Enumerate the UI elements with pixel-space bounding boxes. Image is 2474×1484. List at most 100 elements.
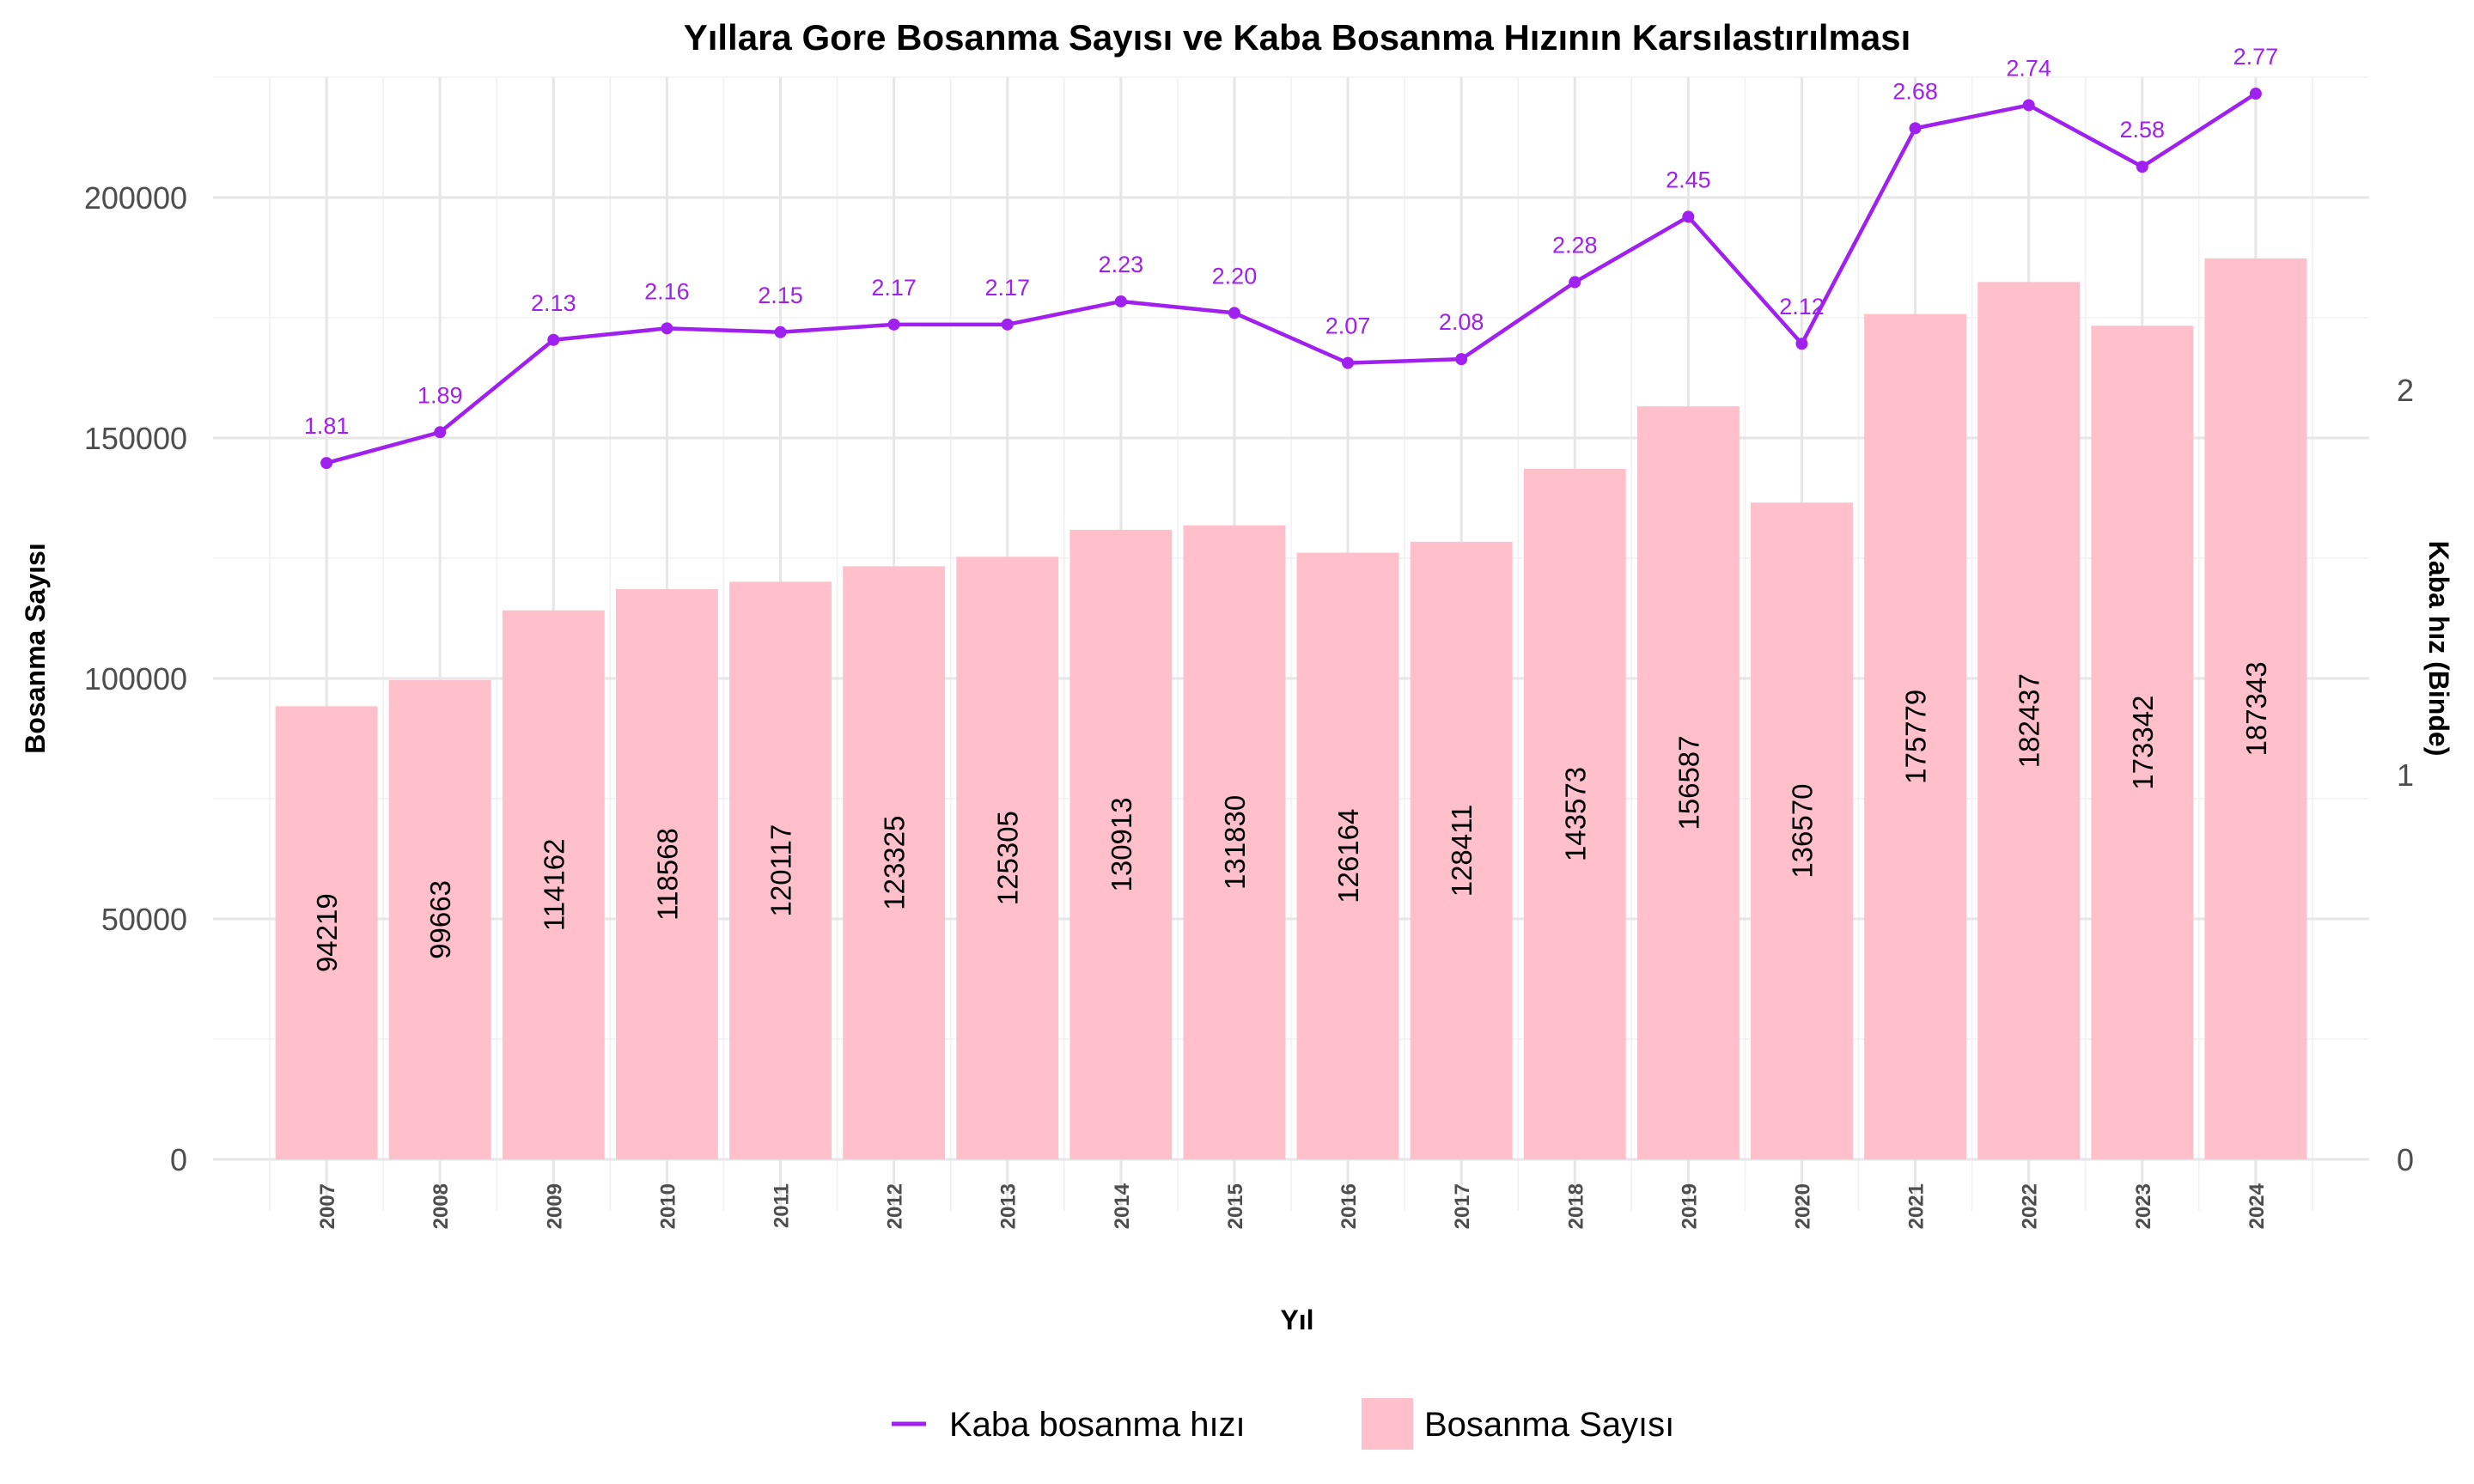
- rate-value-label: 1.81: [304, 413, 350, 439]
- rate-line-layer: [320, 88, 2262, 470]
- rate-point: [434, 426, 447, 439]
- rate-line: [326, 92, 2258, 465]
- rate-value-label: 2.77: [2233, 44, 2279, 70]
- bar: [275, 706, 378, 1159]
- y-tick-label-left: 150000: [84, 421, 187, 456]
- y-axis-title-right: Kaba hız (Binde): [2423, 541, 2454, 757]
- bar-value-label: 173342: [2127, 696, 2159, 790]
- rate-value-label: 2.16: [644, 278, 690, 304]
- bar: [1977, 282, 2081, 1160]
- bar: [1864, 313, 1967, 1160]
- rate-point: [1682, 210, 1695, 223]
- rate-value-label: 2.17: [984, 275, 1030, 301]
- y-tick-label-right: 0: [2397, 1142, 2414, 1177]
- bar-value-label: 118568: [651, 828, 683, 921]
- x-axis-ticks: 2007 2008 2009 2010 2011 2012 2013 2014 2015 2016…: [316, 1183, 2269, 1229]
- bar: [1069, 529, 1173, 1159]
- y-tick-label-left: 200000: [84, 180, 187, 216]
- rate-value-label: 2.28: [1552, 233, 1598, 258]
- rate-value-label: 2.12: [1779, 294, 1825, 319]
- rate-value-label: 2.74: [2006, 55, 2051, 81]
- bar-value-label: 120117: [765, 824, 797, 917]
- x-tick-label: 2008: [430, 1183, 453, 1229]
- rate-value-label: 2.68: [1892, 78, 1938, 104]
- y-tick-label-left: 50000: [101, 902, 187, 937]
- bar: [729, 581, 832, 1159]
- rate-point: [1569, 276, 1581, 289]
- rate-point: [320, 457, 333, 470]
- rate-value-label: 2.08: [1439, 309, 1484, 335]
- bar-value-label: 136570: [1786, 784, 1818, 879]
- rate-point: [774, 325, 787, 338]
- x-tick-label: 2016: [1338, 1183, 1361, 1229]
- x-tick-label: 2012: [884, 1183, 907, 1229]
- x-tick-label: 2021: [1905, 1183, 1929, 1229]
- bars: [275, 258, 2307, 1160]
- bar-value-label: 99663: [424, 880, 456, 959]
- rate-value-label: 2.45: [1666, 167, 1711, 192]
- legend-label-rate: Kaba bosanma hızı: [949, 1406, 1246, 1444]
- bar: [1410, 541, 1513, 1159]
- legend: Kaba bosanma hızı Bosanma Sayısı: [892, 1398, 1674, 1450]
- rate-value-labels: 1.81 1.89 2.13 2.16 2.15 2.17 2.17 2.23 2.20 2.07…: [304, 44, 2278, 439]
- rate-point: [661, 322, 673, 335]
- x-tick-label: 2017: [1451, 1183, 1474, 1229]
- bar: [1751, 502, 1853, 1159]
- rate-value-label: 2.20: [1212, 263, 1258, 289]
- bar-value-label: 156587: [1673, 735, 1704, 830]
- x-tick-label: 2023: [2132, 1183, 2155, 1229]
- rate-point: [1342, 356, 1355, 369]
- rate-value-label: 2.23: [1099, 252, 1144, 277]
- bar-value-label: 131830: [1219, 795, 1251, 890]
- bar: [1636, 406, 1740, 1159]
- bar: [1183, 525, 1286, 1159]
- rate-point: [1795, 338, 1808, 350]
- x-tick-label: 2009: [543, 1183, 566, 1229]
- rate-point: [1228, 307, 1240, 319]
- y-tick-label-left: 0: [170, 1142, 187, 1177]
- bar: [502, 610, 605, 1159]
- x-tick-label: 2020: [1791, 1183, 1814, 1229]
- bar: [2204, 258, 2307, 1160]
- bar-value-label: 175779: [1900, 690, 1932, 784]
- legend-label-count: Bosanma Sayısı: [1424, 1406, 1674, 1444]
- rate-point: [1114, 295, 1127, 307]
- bar-value-label: 125305: [992, 811, 1024, 905]
- y-axis-title-left: Bosanma Sayısı: [20, 543, 51, 753]
- rate-value-label: 2.17: [871, 275, 917, 301]
- x-tick-label: 2010: [656, 1183, 679, 1229]
- x-tick-label: 2007: [316, 1183, 339, 1229]
- rate-value-label: 2.15: [758, 283, 803, 308]
- rate-value-label: 1.89: [417, 382, 463, 408]
- x-tick-label: 2019: [1678, 1183, 1701, 1229]
- rate-point: [2022, 99, 2035, 112]
- rate-value-label: 2.13: [531, 290, 576, 316]
- x-tick-label: 2013: [997, 1183, 1021, 1229]
- x-tick-label: 2015: [1224, 1183, 1247, 1229]
- bar-value-label: 126164: [1332, 809, 1364, 903]
- rate-value-label: 2.58: [2120, 117, 2166, 143]
- rate-point: [547, 333, 560, 346]
- x-tick-label: 2022: [2019, 1183, 2042, 1229]
- rate-point: [887, 318, 900, 331]
- x-tick-label: 2018: [1564, 1183, 1587, 1229]
- x-tick-label: 2024: [2245, 1183, 2269, 1229]
- bar-value-label: 94219: [311, 893, 343, 972]
- rate-point: [2136, 161, 2148, 173]
- bar: [388, 679, 491, 1159]
- chart-title: Yıllara Gore Bosanma Sayısı ve Kaba Bosa…: [684, 17, 1911, 58]
- rate-point: [1001, 318, 1014, 331]
- y-tick-label-left: 100000: [84, 661, 187, 696]
- y-tick-label-right: 2: [2397, 373, 2414, 408]
- bar-value-labels: 94219 99663 114162 118568 120117 123325 125305…: [311, 661, 2272, 972]
- bar: [1523, 468, 1626, 1159]
- bar-value-label: 187343: [2240, 661, 2272, 756]
- bar: [843, 566, 946, 1159]
- legend-bar-swatch: [1362, 1398, 1413, 1450]
- bar: [956, 556, 1059, 1159]
- left-axis-ticks: 0 50000 100000 150000 200000: [84, 180, 187, 1177]
- bar-value-label: 123325: [879, 816, 911, 910]
- bar: [1296, 552, 1399, 1159]
- rate-point: [1909, 122, 1922, 135]
- bar-value-label: 143573: [1559, 767, 1591, 861]
